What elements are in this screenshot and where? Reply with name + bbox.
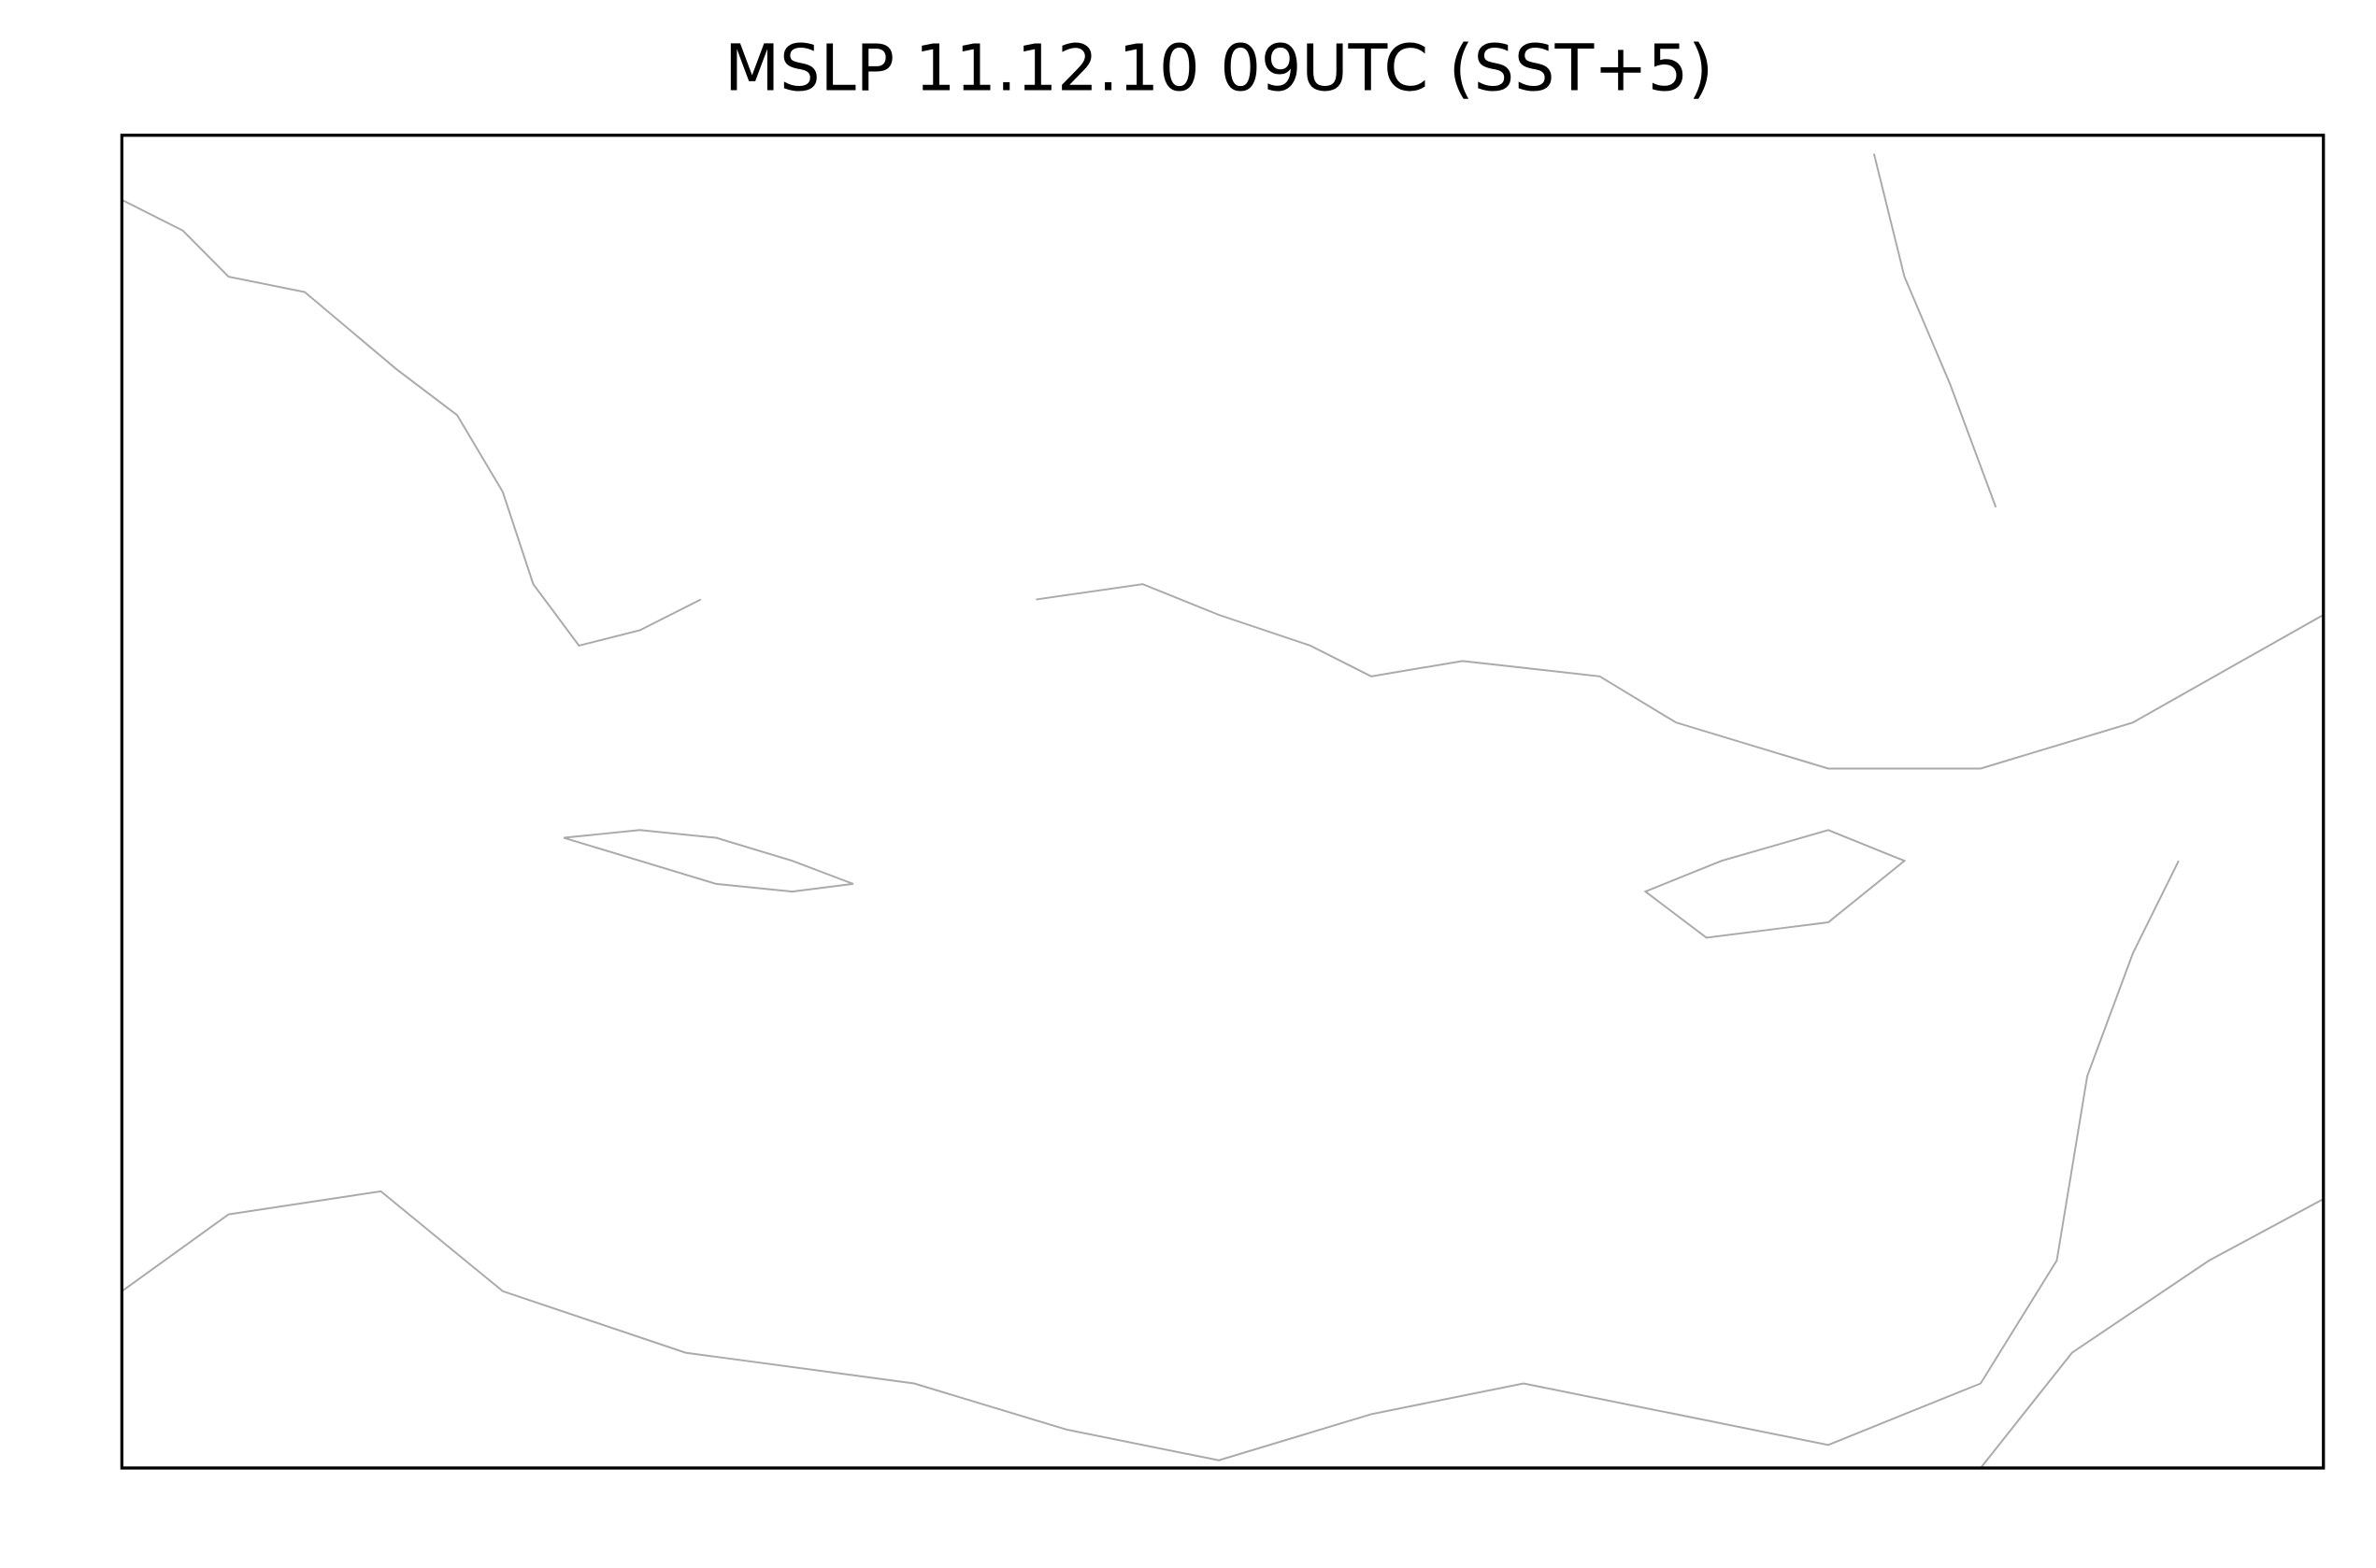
- map-title: MSLP 11.12.10 09UTC (SST+5): [724, 31, 1713, 106]
- coastlines: [121, 153, 2325, 1469]
- map-frame: MSLP 11.12.10 09UTC (SST+5): [120, 31, 2326, 1470]
- map-border: [120, 134, 2326, 1470]
